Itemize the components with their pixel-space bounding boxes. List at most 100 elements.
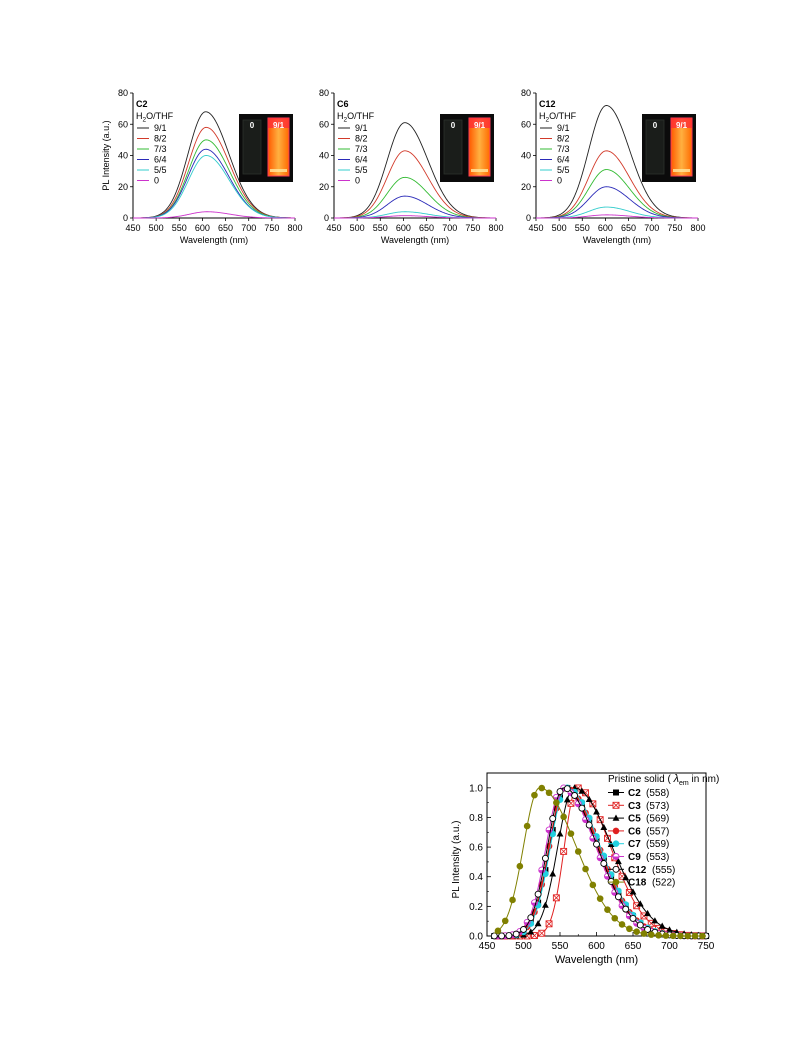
- data-point: [534, 919, 542, 927]
- series-c2: [491, 784, 709, 939]
- data-point: [549, 870, 557, 877]
- legend-label: 8/2: [154, 134, 167, 144]
- x-tick-label: 450: [528, 223, 543, 233]
- data-point: [604, 906, 611, 914]
- legend-peak-label: (557): [646, 826, 669, 837]
- data-point: [629, 914, 637, 922]
- data-point: [612, 827, 620, 835]
- data-point: [553, 799, 560, 806]
- legend-label: C7: [628, 839, 641, 850]
- data-point: [541, 854, 549, 862]
- data-point: [527, 928, 535, 935]
- data-point: [494, 927, 502, 935]
- series-c9: [494, 784, 706, 940]
- legend-label: C3: [628, 801, 641, 812]
- legend-label: 6/4: [355, 155, 368, 165]
- data-point: [534, 890, 542, 898]
- legend-peak-label: (569): [646, 814, 669, 825]
- data-point: [531, 791, 538, 799]
- data-point: [640, 930, 648, 937]
- data-point: [622, 905, 630, 913]
- data-point: [691, 932, 699, 940]
- series-line: [494, 787, 707, 937]
- data-point: [490, 932, 498, 940]
- x-tick-label: 650: [625, 941, 642, 952]
- data-point: [527, 914, 535, 922]
- x-axis-label: Wavelength (nm): [555, 954, 638, 966]
- y-tick-label: 0.6: [469, 843, 483, 854]
- x-tick-label: 700: [442, 223, 457, 233]
- data-point: [684, 932, 692, 940]
- x-tick-label: 800: [690, 223, 705, 233]
- data-point: [596, 895, 604, 902]
- x-tick-label: 550: [172, 223, 187, 233]
- data-point: [585, 795, 593, 803]
- data-point: [560, 813, 567, 821]
- data-point: [593, 840, 600, 848]
- x-axis-label: Wavelength (nm): [583, 235, 651, 245]
- legend-label: 7/3: [557, 144, 570, 154]
- data-point: [699, 932, 706, 940]
- y-axis-label: PL Intensity (a.u.): [451, 821, 462, 899]
- data-point: [636, 900, 644, 907]
- data-point: [615, 857, 622, 865]
- series-line-8-2: [333, 150, 496, 219]
- data-point: [662, 932, 670, 939]
- data-point: [593, 808, 600, 815]
- data-point: [523, 822, 531, 830]
- x-tick-label: 600: [588, 941, 605, 952]
- data-point: [626, 925, 633, 933]
- data-point: [501, 917, 509, 925]
- y-tick-label: 0: [123, 213, 128, 223]
- data-point-cross: [612, 802, 620, 809]
- inset-photo: 0 9/1: [239, 114, 293, 182]
- x-tick-label: 600: [195, 223, 210, 233]
- legend-label: 5/5: [154, 165, 167, 175]
- inset-label-right: 9/1: [676, 121, 688, 130]
- series-line: [494, 787, 706, 937]
- series-line: [494, 787, 706, 937]
- data-point: [655, 931, 662, 939]
- legend-label: 5/5: [557, 165, 570, 175]
- inset-cuvette-cap: [469, 118, 490, 128]
- inset-label-left: 0: [451, 121, 456, 130]
- data-point: [574, 848, 582, 855]
- x-tick-label: 600: [396, 223, 411, 233]
- data-point: [578, 787, 586, 794]
- x-tick-label: 500: [350, 223, 365, 233]
- y-tick-label: 20: [118, 182, 128, 192]
- data-point: [498, 932, 506, 940]
- legend-label: C12: [628, 865, 647, 876]
- data-point: [629, 888, 637, 895]
- data-point: [666, 926, 673, 933]
- x-axis-label: Wavelength (nm): [381, 235, 449, 245]
- y-tick-label: 0: [324, 213, 329, 223]
- series-line-0: [334, 215, 496, 219]
- series-c12: [490, 785, 710, 940]
- legend-label: C2: [628, 788, 641, 799]
- legend-label: 7/3: [355, 144, 368, 154]
- data-point: [618, 921, 626, 928]
- data-point: [658, 922, 666, 929]
- inset-photo: 0 9/1: [642, 114, 696, 182]
- data-point: [571, 792, 579, 799]
- data-point: [549, 815, 557, 823]
- data-point: [582, 865, 589, 873]
- series-c18: [494, 784, 707, 940]
- inset-cuvette-cap: [268, 118, 289, 128]
- legend-label: C9: [628, 852, 641, 863]
- inset-cuvette-base-glow: [673, 169, 690, 172]
- data-point: [651, 917, 659, 924]
- y-tick-label: 1.0: [469, 783, 483, 794]
- series-c5: [490, 784, 710, 939]
- data-point: [538, 784, 546, 792]
- data-point: [505, 932, 513, 940]
- data-point-cross: [553, 894, 560, 902]
- inset-cuvette-base-glow: [471, 169, 488, 172]
- legend-label: 9/1: [557, 123, 570, 133]
- y-tick-label: 20: [521, 182, 531, 192]
- data-point: [612, 814, 620, 821]
- x-axis-label: Wavelength (nm): [180, 235, 248, 245]
- x-tick-label: 700: [241, 223, 256, 233]
